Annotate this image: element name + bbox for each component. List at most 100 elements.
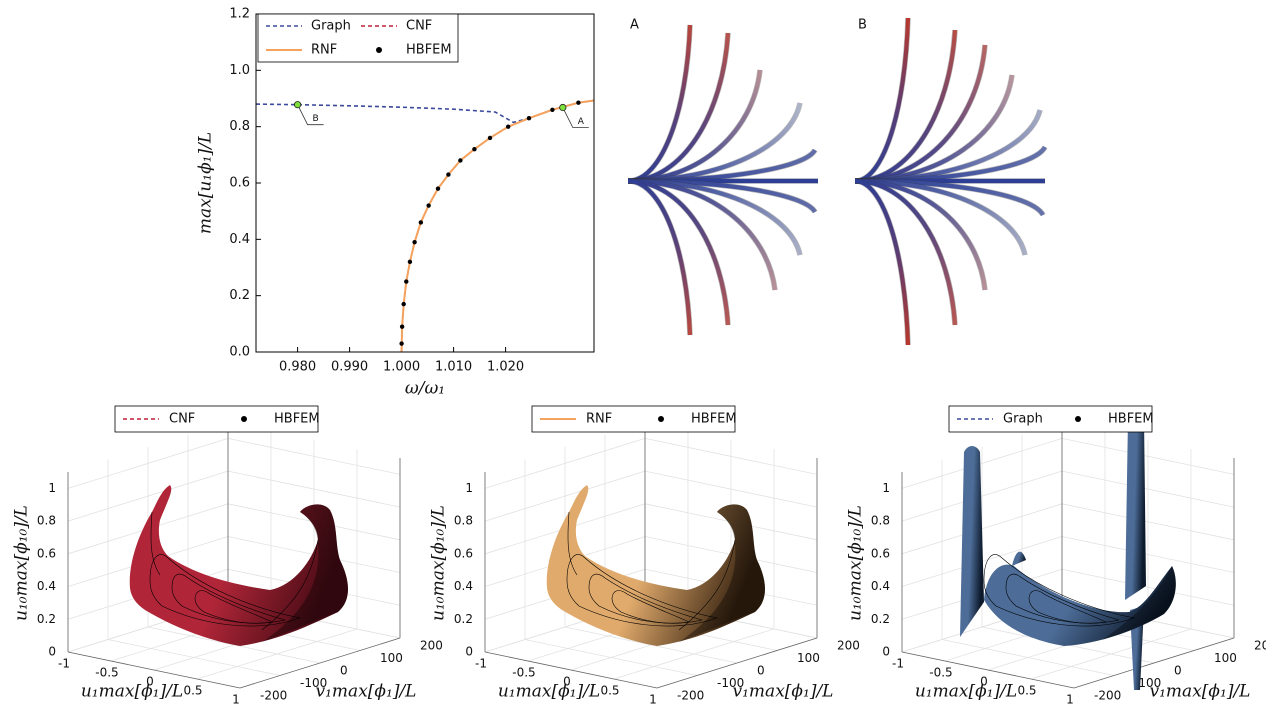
surface-spike (1012, 551, 1026, 566)
z-tick-label: 1 (882, 481, 890, 495)
y-tick-label: 0.2 (229, 288, 250, 303)
x-tick-label: 0.5 (183, 684, 202, 698)
y-tick-label: -200 (1094, 689, 1121, 703)
data-point (446, 172, 451, 177)
plot-lines (256, 99, 594, 352)
data-point (401, 301, 406, 307)
beam (854, 109, 1043, 184)
contour (566, 554, 719, 627)
y-tick-label: 200 (837, 639, 860, 653)
legend-label: Graph (1003, 412, 1043, 427)
data-point (435, 186, 441, 191)
y-tick-label: 1.2 (229, 7, 250, 22)
annotation-label: B (313, 114, 319, 124)
beam (627, 69, 763, 184)
data-point (426, 203, 431, 208)
contour (1005, 573, 1120, 624)
x-tick-label: 0.990 (331, 360, 368, 375)
y-axis-label: v₁max[ϕ₁]/L (1150, 682, 1251, 702)
grid-line (644, 470, 818, 508)
y-tick-label: -200 (677, 689, 704, 703)
grid-line (1061, 568, 1235, 606)
y-tick-label: -100 (300, 676, 327, 690)
z-tick-label: 0.2 (37, 612, 56, 626)
grid-line (1061, 470, 1235, 508)
y-tick-label: 0 (757, 664, 765, 678)
grid-line (941, 639, 1115, 676)
grid-line (67, 437, 229, 489)
data-point (472, 147, 477, 152)
y-tick-label: 0 (1174, 664, 1182, 678)
axis-edge (239, 637, 401, 689)
leader-line (562, 107, 589, 128)
grid-line (524, 639, 698, 676)
x-tick-label: 0 (563, 675, 571, 689)
z-axis-label: u₁₀max[ϕ₁₀]/L (12, 505, 32, 621)
x-tick-label: 0 (146, 675, 154, 689)
data-point (526, 116, 532, 121)
y-tick-label: 100 (380, 651, 403, 665)
data-point (404, 279, 409, 284)
z-tick-label: 0.6 (871, 546, 890, 560)
y-tick-label: 0.8 (229, 119, 250, 134)
beam (854, 44, 988, 184)
grid-line (1061, 437, 1235, 475)
data-point (550, 107, 555, 112)
z-tick-label: 0.4 (871, 579, 890, 593)
grid-line (227, 470, 401, 508)
legend-label: HBFEM (691, 412, 737, 427)
x-axis-label: u₁max[ϕ₁]/L (915, 682, 1017, 702)
panel-label: A (630, 18, 639, 33)
grid-line (147, 626, 321, 664)
x-tick-label: 1.000 (383, 360, 420, 375)
data-point (412, 239, 417, 245)
x-tick-label: -0.5 (512, 666, 535, 680)
x-tick-label: 1.010 (435, 360, 472, 375)
grid-line (484, 470, 646, 522)
panel-label: B (858, 18, 867, 33)
legend-box (114, 405, 319, 433)
y-tick-label: 1.0 (229, 63, 250, 78)
data-point (458, 158, 463, 163)
z-tick-label: 1 (48, 481, 56, 495)
data-point (399, 324, 405, 329)
x-tick-label: 0 (980, 675, 988, 689)
grid-line (1061, 536, 1235, 573)
y-tick-label: -100 (717, 676, 744, 690)
surface-body (546, 485, 765, 646)
surface-body (984, 564, 1176, 646)
axis-edge (1073, 637, 1235, 689)
annotation-marker (559, 103, 567, 112)
contour (149, 554, 302, 627)
y-tick-label: 0.6 (229, 176, 250, 191)
beam (854, 178, 988, 291)
z-tick-label: 0.8 (454, 514, 473, 528)
grid-line (564, 626, 738, 664)
surface-shade (262, 504, 348, 642)
beam (627, 178, 731, 326)
y-tick-label: 200 (1254, 639, 1266, 653)
surface-spike (1125, 412, 1146, 600)
z-tick-label: 0 (48, 645, 56, 659)
x-axis-label: u₁max[ϕ₁]/L (498, 682, 600, 702)
x-tick-label: 0.5 (1017, 684, 1036, 698)
beam (627, 178, 693, 336)
legend-swatch (658, 416, 664, 422)
beam (627, 178, 778, 291)
x-tick-label: -0.5 (929, 666, 952, 680)
x-axis-label: ω/ω₁ (405, 379, 445, 399)
legend-label: RNF (586, 412, 612, 427)
annotation-marker (293, 101, 302, 109)
z-tick-label: 1 (465, 481, 473, 495)
grid-line (484, 437, 646, 489)
legend-label: CNF (406, 19, 432, 34)
surface-shade (679, 504, 765, 642)
contour (150, 511, 161, 576)
legend-label: HBFEM (274, 412, 320, 427)
z-tick-label: 0.4 (454, 579, 473, 593)
y-tick-label: -100 (1134, 676, 1161, 690)
surface-shade (1102, 566, 1176, 640)
z-axis-label: u₁₀max[ϕ₁₀]/L (846, 505, 866, 621)
contour (171, 573, 286, 624)
y-axis-label: max[u₁ϕ₁]/L (196, 132, 216, 234)
